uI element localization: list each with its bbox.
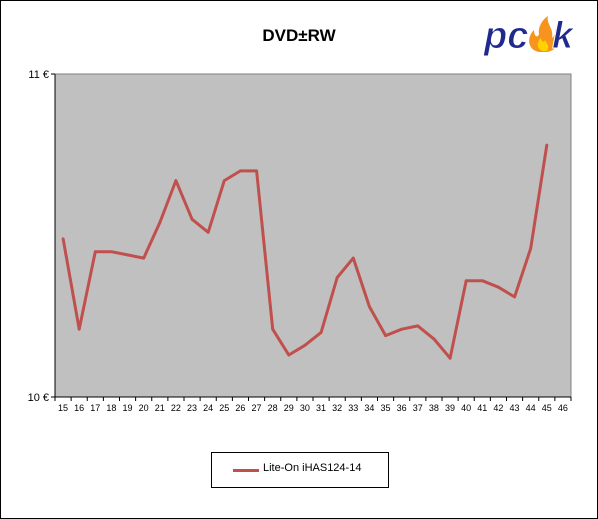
data-point bbox=[142, 256, 146, 260]
data-point bbox=[545, 143, 549, 147]
data-point bbox=[174, 179, 178, 182]
legend-swatch bbox=[233, 469, 259, 472]
x-tick-label: 22 bbox=[171, 403, 181, 413]
x-tick-label: 44 bbox=[526, 403, 536, 413]
data-point bbox=[416, 324, 420, 328]
data-point bbox=[432, 337, 436, 341]
data-point bbox=[529, 247, 533, 250]
x-tick-label: 35 bbox=[381, 403, 391, 413]
x-tick-label: 24 bbox=[203, 403, 213, 413]
x-tick-label: 39 bbox=[445, 403, 455, 413]
data-point bbox=[513, 295, 516, 299]
x-tick-label: 28 bbox=[268, 403, 278, 413]
x-tick-label: 34 bbox=[364, 403, 374, 413]
data-point bbox=[351, 256, 355, 260]
x-tick-label: 32 bbox=[332, 403, 342, 413]
svg-text:pc: pc bbox=[484, 15, 528, 57]
data-point bbox=[190, 217, 194, 221]
x-tick-label: 15 bbox=[58, 403, 68, 413]
x-tick-label: 33 bbox=[348, 403, 358, 413]
y-ticks: 11 € 10 € bbox=[28, 69, 55, 404]
data-point bbox=[303, 343, 307, 347]
data-point bbox=[61, 237, 65, 241]
data-point bbox=[497, 285, 500, 289]
x-tick-label: 17 bbox=[90, 403, 100, 413]
x-tick-label: 38 bbox=[429, 403, 439, 413]
x-tick-label: 25 bbox=[219, 403, 229, 413]
data-point bbox=[206, 230, 210, 234]
x-tick-label: 43 bbox=[510, 403, 520, 413]
pcsk-logo: pc k bbox=[484, 15, 576, 58]
x-tick-label: 26 bbox=[235, 403, 245, 413]
x-tick-label: 46 bbox=[558, 403, 568, 413]
data-point bbox=[126, 253, 129, 257]
x-tick-label: 27 bbox=[252, 403, 262, 413]
plot-area bbox=[54, 73, 572, 398]
data-point bbox=[319, 331, 323, 334]
data-point bbox=[93, 250, 97, 254]
x-tick-label: 21 bbox=[155, 403, 165, 413]
data-point bbox=[335, 276, 339, 279]
x-tick-label: 45 bbox=[542, 403, 552, 413]
data-point bbox=[480, 279, 484, 283]
x-tick-label: 19 bbox=[123, 403, 133, 413]
chart-title: DVD±RW bbox=[262, 26, 336, 45]
data-point bbox=[239, 169, 242, 173]
x-tick-label: 42 bbox=[493, 403, 503, 413]
x-tick-label: 20 bbox=[139, 403, 149, 413]
flame-icon bbox=[529, 16, 559, 52]
data-point bbox=[448, 356, 452, 360]
data-point bbox=[158, 221, 162, 224]
x-tick-label: 30 bbox=[300, 403, 310, 413]
data-point bbox=[77, 327, 81, 331]
series-group bbox=[61, 143, 549, 360]
data-point bbox=[464, 279, 468, 283]
x-tick-label: 29 bbox=[284, 403, 294, 413]
x-tick-label: 36 bbox=[397, 403, 407, 413]
x-tick-label: 16 bbox=[74, 403, 84, 413]
x-tick-label: 23 bbox=[187, 403, 197, 413]
data-point bbox=[255, 169, 258, 173]
y-tick-label: 11 € bbox=[28, 69, 49, 81]
x-tick-label: 41 bbox=[477, 403, 487, 413]
svg-text:k: k bbox=[552, 15, 575, 57]
data-point bbox=[400, 327, 404, 331]
legend: Lite-On iHAS124-14 bbox=[211, 452, 389, 488]
y-tick-label: 10 € bbox=[28, 392, 49, 404]
data-point bbox=[110, 250, 113, 254]
data-point bbox=[368, 305, 371, 308]
data-point bbox=[271, 327, 275, 331]
data-point bbox=[287, 353, 291, 357]
data-point bbox=[384, 334, 387, 338]
x-tick-label: 40 bbox=[461, 403, 471, 413]
data-point bbox=[222, 179, 226, 182]
x-tick-label: 31 bbox=[316, 403, 326, 413]
legend-label: Lite-On iHAS124-14 bbox=[263, 462, 362, 474]
x-ticks: 15 16 17 18 19 20 21 22 23 24 25 26 27 28 29 30 31 32 33 34… bbox=[54, 397, 572, 413]
x-tick-label: 18 bbox=[106, 403, 116, 413]
x-tick-label: 37 bbox=[413, 403, 423, 413]
